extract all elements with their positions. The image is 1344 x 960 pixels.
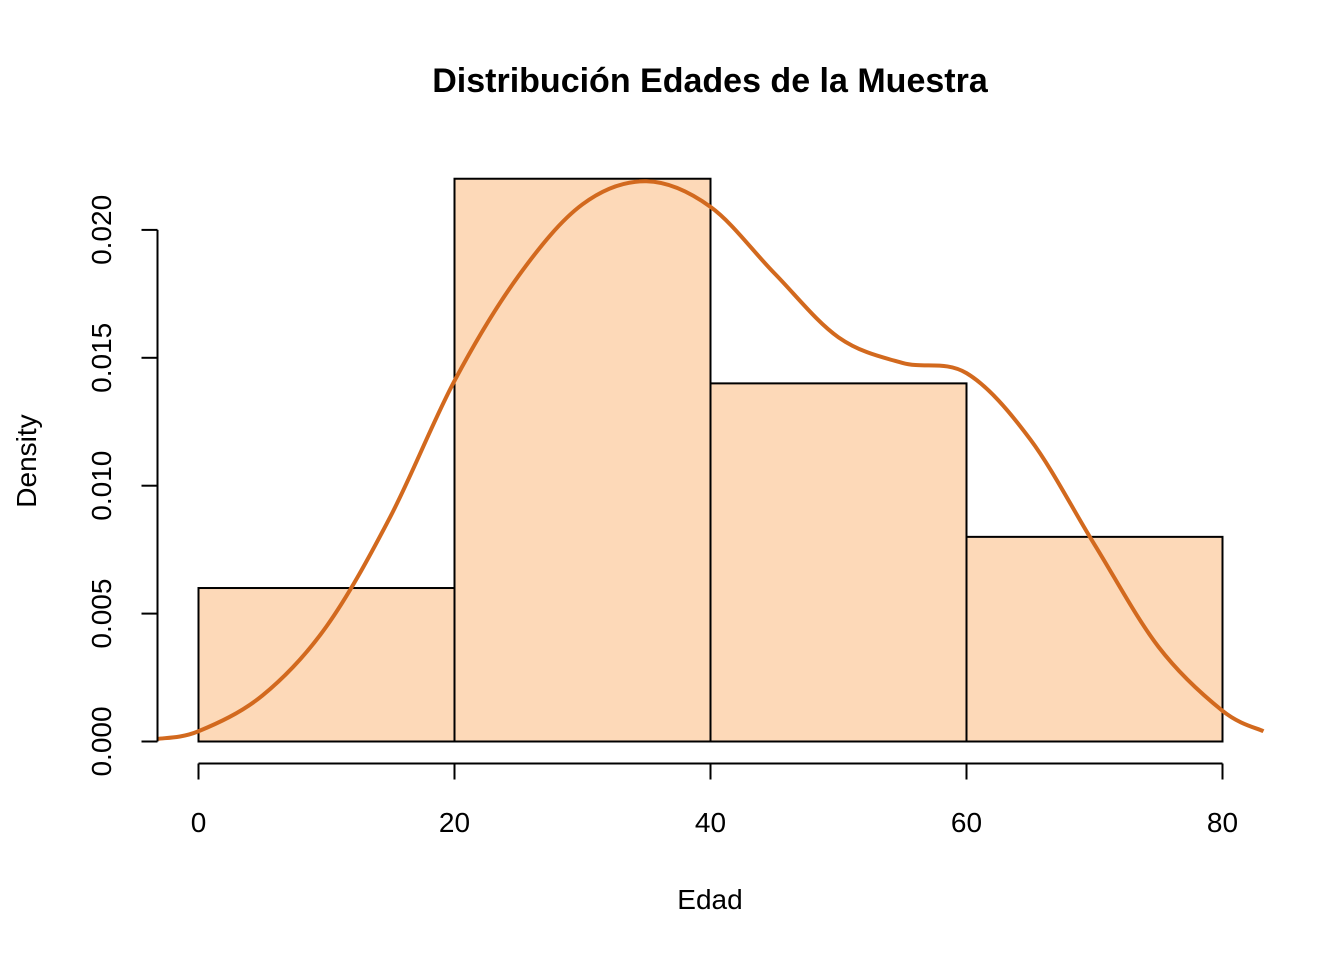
x-tick-label-4: 80 (1207, 807, 1238, 838)
x-axis: 0 20 40 60 80 (191, 762, 1238, 838)
density-curve (157, 179, 1265, 741)
y-axis-label: Density (11, 414, 42, 507)
bars-group (197, 177, 1224, 743)
histogram-bar-3 (965, 535, 1224, 743)
y-axis: 0.000 0.005 0.010 0.015 0.020 (86, 195, 159, 777)
histogram-bar-0 (197, 587, 456, 743)
y-tick-label-2: 0.010 (86, 451, 117, 521)
histogram-bar-1 (453, 177, 712, 743)
x-tick-label-3: 60 (951, 807, 982, 838)
histogram-bar-2 (709, 382, 968, 743)
y-tick-label-3: 0.015 (86, 323, 117, 393)
y-tick-label-1: 0.005 (86, 579, 117, 649)
y-tick-label-0: 0.000 (86, 706, 117, 776)
y-tick-label-4: 0.020 (86, 195, 117, 265)
x-axis-label: Edad (677, 884, 742, 915)
x-tick-label-2: 40 (695, 807, 726, 838)
x-tick-label-1: 20 (439, 807, 470, 838)
x-tick-label-0: 0 (191, 807, 207, 838)
chart-title: Distribución Edades de la Muestra (432, 62, 989, 100)
